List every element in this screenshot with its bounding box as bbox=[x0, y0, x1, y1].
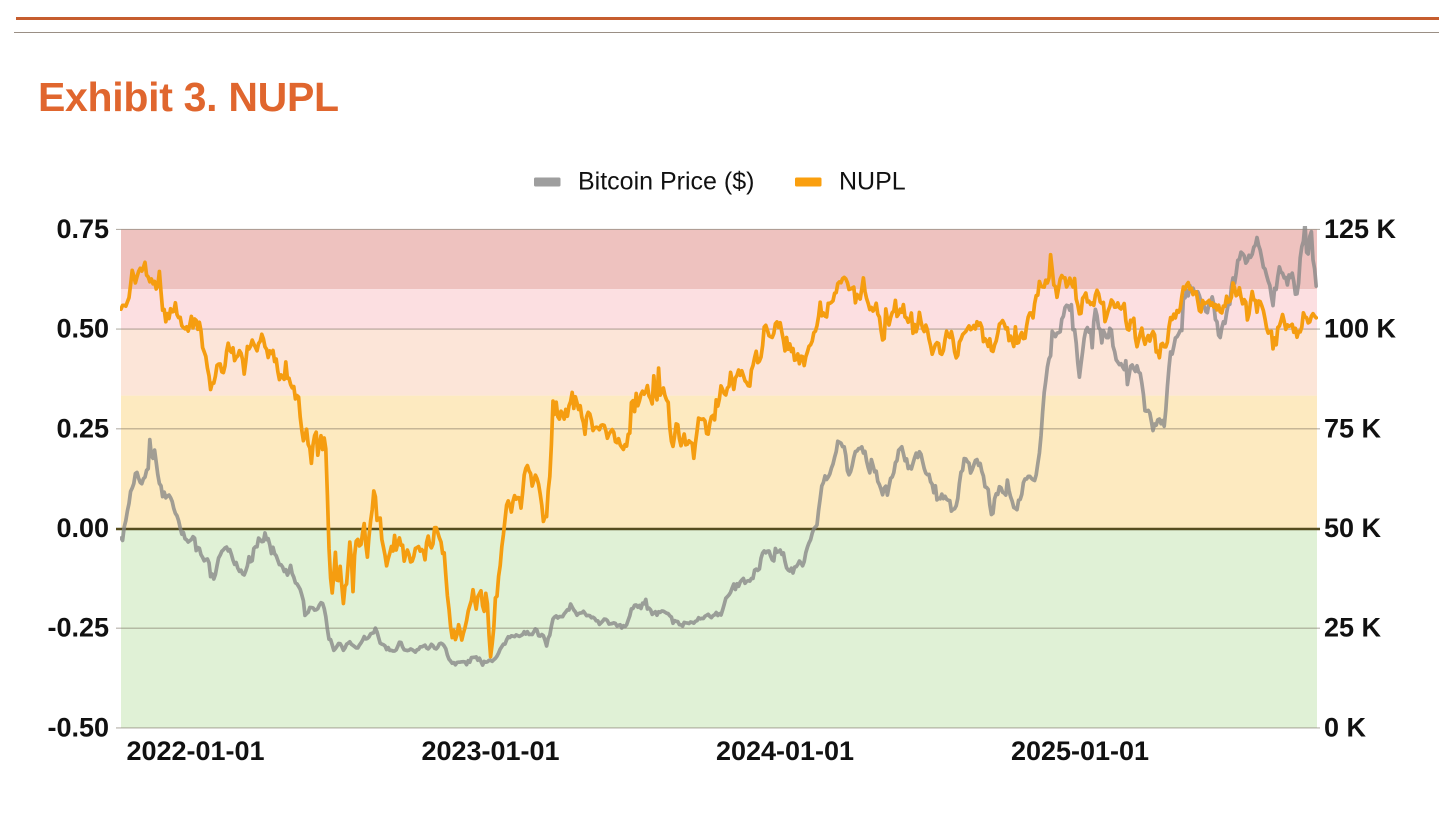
svg-text:0.75: 0.75 bbox=[56, 214, 109, 244]
svg-text:2025-01-01: 2025-01-01 bbox=[1011, 736, 1149, 766]
svg-text:2024-01-01: 2024-01-01 bbox=[716, 736, 854, 766]
svg-text:0 K: 0 K bbox=[1324, 712, 1367, 742]
svg-text:75 K: 75 K bbox=[1324, 413, 1382, 443]
svg-text:0.00: 0.00 bbox=[56, 513, 109, 543]
svg-text:125 K: 125 K bbox=[1324, 214, 1397, 244]
svg-text:100 K: 100 K bbox=[1324, 314, 1397, 344]
svg-text:2023-01-01: 2023-01-01 bbox=[421, 736, 559, 766]
svg-text:-0.25: -0.25 bbox=[47, 613, 109, 643]
svg-text:2022-01-01: 2022-01-01 bbox=[126, 736, 264, 766]
svg-text:50 K: 50 K bbox=[1324, 513, 1382, 543]
svg-text:NUPL: NUPL bbox=[839, 168, 906, 196]
svg-text:0.50: 0.50 bbox=[56, 314, 109, 344]
svg-text:Bitcoin Price ($): Bitcoin Price ($) bbox=[578, 168, 754, 196]
svg-text:-0.50: -0.50 bbox=[47, 712, 109, 742]
svg-text:25 K: 25 K bbox=[1324, 613, 1382, 643]
svg-text:0.25: 0.25 bbox=[56, 413, 109, 443]
